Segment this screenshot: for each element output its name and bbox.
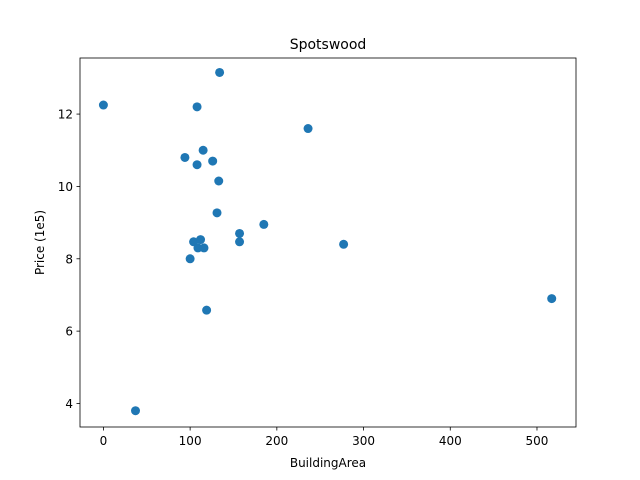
data-point (185, 254, 195, 264)
data-point (303, 124, 313, 134)
data-point (214, 176, 224, 186)
data-point (212, 208, 222, 218)
data-point (339, 239, 349, 249)
y-tick-label: 4 (65, 397, 73, 411)
y-tick-label: 10 (58, 180, 73, 194)
y-tick-label: 8 (65, 252, 73, 266)
y-tick-label: 12 (58, 108, 73, 122)
y-axis-label: Price (1e5) (33, 210, 47, 275)
x-axis-label: BuildingArea (290, 456, 366, 470)
plot-frame (79, 57, 577, 428)
x-tick-label: 400 (439, 434, 462, 448)
x-tick-label: 0 (100, 434, 108, 448)
chart-title: Spotswood (290, 37, 367, 53)
data-point (235, 237, 245, 247)
x-tick-label: 100 (179, 434, 202, 448)
data-points (98, 67, 557, 416)
data-point (131, 406, 140, 416)
data-point (215, 67, 225, 77)
y-axis-ticks: 4 6 8 10 12 (58, 108, 80, 411)
data-point (202, 305, 212, 315)
x-axis-ticks: 0 100 200 300 400 500 (100, 427, 549, 448)
data-point (199, 243, 209, 253)
data-point (259, 219, 269, 229)
x-tick-label: 500 (526, 434, 549, 448)
data-point (192, 102, 202, 112)
data-point (208, 156, 218, 166)
data-point (196, 235, 206, 245)
x-tick-label: 200 (265, 434, 288, 448)
x-tick-label: 300 (352, 434, 375, 448)
y-tick-label: 6 (65, 325, 73, 339)
data-point (235, 228, 245, 238)
data-point (198, 145, 208, 155)
data-point (98, 100, 108, 110)
data-point (547, 294, 557, 304)
data-point (180, 152, 190, 162)
data-point (192, 160, 202, 170)
